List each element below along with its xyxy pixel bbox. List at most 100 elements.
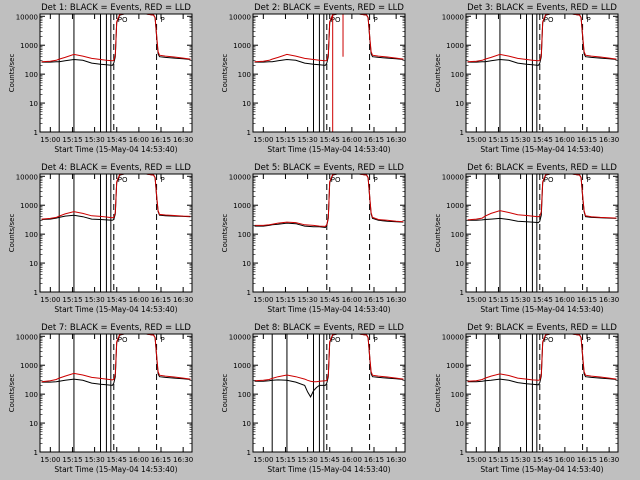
- y-tick-label: 1: [34, 449, 38, 457]
- x-tick-label: 15:45: [533, 136, 553, 144]
- y-tick-label: 1000: [233, 42, 251, 50]
- y-tick-label: 10: [29, 420, 38, 428]
- x-tick-label: 15:30: [511, 136, 531, 144]
- x-tick-label: 16:15: [364, 296, 384, 304]
- y-tick-label: 100: [451, 391, 464, 399]
- x-tick-label: 15:30: [298, 136, 318, 144]
- chart-title: Det 1: BLACK = Events, RED = LLD: [41, 3, 191, 13]
- y-tick-label: 1: [460, 289, 464, 297]
- x-tick-label: 16:30: [386, 296, 406, 304]
- series-line-lld: [254, 174, 404, 227]
- x-axis-label: Start Time (15-May-04 14:53:40): [267, 305, 390, 314]
- x-tick-label: 15:15: [62, 296, 82, 304]
- x-axis-label: Start Time (15-May-04 14:53:40): [54, 145, 177, 154]
- x-tick-label: 16:15: [151, 136, 171, 144]
- y-tick-label: 10000: [442, 173, 464, 181]
- x-tick-label: 16:00: [129, 456, 149, 464]
- x-tick-label: 16:15: [151, 296, 171, 304]
- x-tick-label: 16:30: [386, 456, 406, 464]
- chart-title: Det 5: BLACK = Events, RED = LLD: [254, 163, 404, 173]
- x-tick-label: 16:30: [173, 456, 193, 464]
- x-tick-label: 15:15: [488, 456, 508, 464]
- y-tick-label: 10: [29, 260, 38, 268]
- chart-panel-6: Det 6: BLACK = Events, RED = LLD PO P 1 10 10…: [434, 163, 619, 314]
- y-tick-label: 100: [238, 231, 251, 239]
- x-tick-label: 16:15: [577, 296, 597, 304]
- y-tick-label: 1000: [20, 362, 38, 370]
- marker-label: P: [587, 336, 591, 344]
- y-tick-label: 10000: [442, 13, 464, 21]
- plot-frame: [465, 333, 619, 453]
- marker-label: P: [374, 336, 378, 344]
- plot-frame: [252, 13, 406, 133]
- x-tick-label: 16:15: [364, 456, 384, 464]
- x-tick-label: 15:00: [40, 136, 60, 144]
- chart-title: Det 8: BLACK = Events, RED = LLD: [254, 323, 404, 333]
- y-axis-label: Counts/sec: [8, 214, 16, 253]
- x-tick-label: 16:15: [577, 136, 597, 144]
- x-tick-label: 15:45: [320, 296, 340, 304]
- y-tick-label: 100: [25, 391, 38, 399]
- y-tick-label: 10: [242, 100, 251, 108]
- y-tick-label: 10000: [442, 333, 464, 341]
- y-tick-label: 10000: [229, 173, 251, 181]
- marker-label: PO: [118, 176, 128, 184]
- x-tick-label: 16:30: [173, 296, 193, 304]
- x-tick-label: 16:00: [129, 296, 149, 304]
- y-tick-label: 1: [34, 129, 38, 137]
- y-tick-label: 10000: [16, 13, 38, 21]
- x-axis-label: Start Time (15-May-04 14:53:40): [480, 465, 603, 474]
- panels: Det 1: BLACK = Events, RED = LLD PO P 1 10 10…: [8, 3, 619, 474]
- y-tick-label: 10: [242, 260, 251, 268]
- plot-frame: [252, 333, 406, 453]
- chart-panel-7: Det 7: BLACK = Events, RED = LLD PO P 1 10 10…: [8, 323, 193, 474]
- series-line-lld: [41, 174, 191, 220]
- plot-frame: [39, 333, 193, 453]
- chart-title: Det 7: BLACK = Events, RED = LLD: [41, 323, 191, 333]
- marker-label: PO: [544, 176, 554, 184]
- x-tick-label: 16:00: [342, 136, 362, 144]
- y-tick-label: 1000: [20, 42, 38, 50]
- x-tick-label: 15:15: [275, 296, 295, 304]
- x-tick-label: 16:30: [599, 136, 619, 144]
- y-tick-label: 1000: [20, 202, 38, 210]
- chart-panel-4: Det 4: BLACK = Events, RED = LLD PO P 1 10 10…: [8, 163, 193, 314]
- y-axis-label: Counts/sec: [221, 214, 229, 253]
- y-tick-label: 100: [451, 71, 464, 79]
- series-line-lld: [467, 14, 617, 63]
- y-tick-label: 10: [242, 420, 251, 428]
- x-tick-label: 15:30: [85, 296, 105, 304]
- y-tick-label: 1000: [446, 42, 464, 50]
- y-tick-label: 100: [451, 231, 464, 239]
- chart-panel-2: Det 2: BLACK = Events, RED = LLD PO P 1 10 10…: [221, 3, 406, 154]
- marker-label: P: [587, 176, 591, 184]
- x-tick-label: 15:15: [488, 296, 508, 304]
- plot-frame: [39, 173, 193, 293]
- y-axis-label: Counts/sec: [434, 374, 442, 413]
- x-tick-label: 16:30: [599, 296, 619, 304]
- marker-label: PO: [331, 16, 341, 24]
- x-tick-label: 15:45: [107, 296, 127, 304]
- y-tick-label: 10: [455, 420, 464, 428]
- series-line-lld: [41, 334, 191, 383]
- y-tick-label: 100: [25, 71, 38, 79]
- marker-label: P: [374, 176, 378, 184]
- x-tick-label: 15:45: [107, 456, 127, 464]
- chart-panel-5: Det 5: BLACK = Events, RED = LLD PO P 1 10 10…: [221, 163, 406, 314]
- x-tick-label: 16:00: [555, 136, 575, 144]
- x-axis-label: Start Time (15-May-04 14:53:40): [480, 145, 603, 154]
- y-tick-label: 100: [238, 71, 251, 79]
- x-tick-label: 15:15: [62, 136, 82, 144]
- y-axis-label: Counts/sec: [8, 54, 16, 93]
- chart-title: Det 4: BLACK = Events, RED = LLD: [41, 163, 191, 173]
- x-tick-label: 16:00: [555, 456, 575, 464]
- x-axis-label: Start Time (15-May-04 14:53:40): [54, 465, 177, 474]
- chart-title: Det 3: BLACK = Events, RED = LLD: [467, 3, 617, 13]
- x-tick-label: 15:30: [85, 456, 105, 464]
- x-tick-label: 15:15: [488, 136, 508, 144]
- y-tick-label: 100: [238, 391, 251, 399]
- y-tick-label: 1: [247, 129, 251, 137]
- y-tick-label: 1000: [446, 362, 464, 370]
- x-tick-label: 15:30: [85, 136, 105, 144]
